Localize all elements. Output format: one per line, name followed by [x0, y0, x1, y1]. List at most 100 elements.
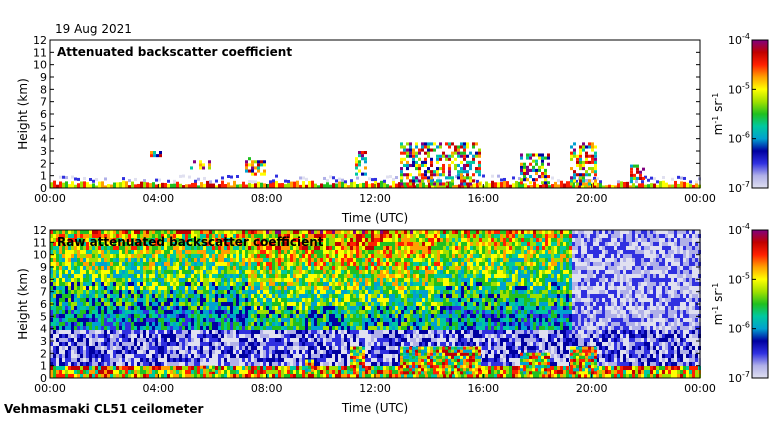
heat-cell: [284, 282, 287, 286]
heat-cell: [365, 322, 368, 326]
heat-cell: [541, 157, 544, 160]
heat-cell: [347, 234, 350, 238]
heat-cell: [503, 181, 506, 188]
heat-cell: [311, 274, 314, 278]
heat-cell: [182, 278, 185, 282]
heat-cell: [206, 282, 209, 286]
heat-cell: [302, 306, 305, 310]
heat-cell: [377, 230, 380, 234]
heat-cell: [520, 181, 523, 184]
heat-cell: [254, 258, 257, 262]
heat-cell: [251, 374, 254, 378]
heat-cell: [362, 254, 365, 258]
heat-cell: [344, 286, 347, 290]
heat-cell: [353, 314, 356, 318]
heat-cell: [206, 258, 209, 262]
heat-cell: [239, 274, 242, 278]
heat-cell: [95, 314, 98, 318]
heat-cell: [329, 366, 332, 370]
heat-cell: [383, 182, 386, 188]
heat-cell: [167, 230, 170, 234]
heat-cell: [260, 294, 263, 298]
heat-cell: [320, 342, 323, 346]
heat-cell: [173, 350, 176, 354]
heat-cell: [155, 366, 158, 370]
heat-cell: [251, 330, 254, 334]
heat-cell: [308, 278, 311, 282]
heat-cell: [305, 346, 308, 350]
heat-cell: [227, 350, 230, 354]
heat-cell: [329, 346, 332, 350]
heat-cell: [594, 155, 597, 158]
heat-cell: [335, 262, 338, 266]
heat-cell: [299, 254, 302, 258]
heat-cell: [134, 282, 137, 286]
heat-cell: [290, 350, 293, 354]
heat-cell: [86, 338, 89, 342]
heat-cell: [224, 258, 227, 262]
heat-cell: [305, 306, 308, 310]
heat-cell: [203, 346, 206, 350]
heat-cell: [59, 181, 62, 188]
heat-cell: [406, 142, 409, 145]
heat-cell: [308, 250, 311, 254]
heat-cell: [80, 334, 83, 338]
heat-cell: [59, 258, 62, 262]
heat-cell: [80, 326, 83, 330]
heat-cell: [71, 230, 74, 234]
heat-cell: [80, 346, 83, 350]
heat-cell: [302, 266, 305, 270]
heat-cell: [56, 358, 59, 362]
heat-cell: [89, 330, 92, 334]
heat-cell: [254, 166, 257, 169]
heat-cell: [188, 290, 191, 294]
heat-cell: [74, 302, 77, 306]
heat-cell: [314, 330, 317, 334]
heat-cell: [371, 266, 374, 270]
heat-cell: [62, 176, 65, 179]
heat-cell: [137, 278, 140, 282]
heat-cell: [146, 258, 149, 262]
heat-cell: [101, 330, 104, 334]
heat-cell: [380, 366, 383, 370]
heat-cell: [68, 342, 71, 346]
heat-cell: [460, 182, 463, 185]
heat-cell: [269, 298, 272, 302]
heat-cell: [526, 169, 529, 172]
heat-cell: [335, 250, 338, 254]
heat-cell: [412, 179, 415, 182]
heat-cell: [182, 306, 185, 310]
heat-cell: [92, 298, 95, 302]
heat-cell: [275, 270, 278, 274]
heat-cell: [374, 274, 377, 278]
heat-cell: [278, 290, 281, 294]
heat-cell: [74, 262, 77, 266]
heat-cell: [143, 270, 146, 274]
heat-cell: [101, 358, 104, 362]
heat-cell: [203, 350, 206, 354]
heat-cell: [194, 254, 197, 258]
heat-cell: [62, 230, 65, 234]
heat-cell: [374, 306, 377, 310]
heat-cell: [305, 274, 308, 278]
heat-cell: [245, 254, 248, 258]
heat-cell: [671, 185, 674, 188]
heat-cell: [323, 354, 326, 358]
heat-cell: [630, 174, 633, 177]
heat-cell: [125, 181, 128, 188]
heat-cell: [287, 322, 290, 326]
heat-cell: [236, 346, 239, 350]
heat-cell: [281, 290, 284, 294]
heat-cell: [194, 258, 197, 262]
heat-cell: [236, 306, 239, 310]
heat-cell: [62, 266, 65, 270]
heat-cell: [149, 350, 152, 354]
heat-cell: [199, 160, 202, 163]
heat-cell: [179, 298, 182, 302]
heat-cell: [296, 270, 299, 274]
heat-cell: [478, 182, 481, 185]
heat-cell: [161, 306, 164, 310]
heat-cell: [269, 350, 272, 354]
heat-cell: [329, 298, 332, 302]
heat-cell: [131, 318, 134, 322]
